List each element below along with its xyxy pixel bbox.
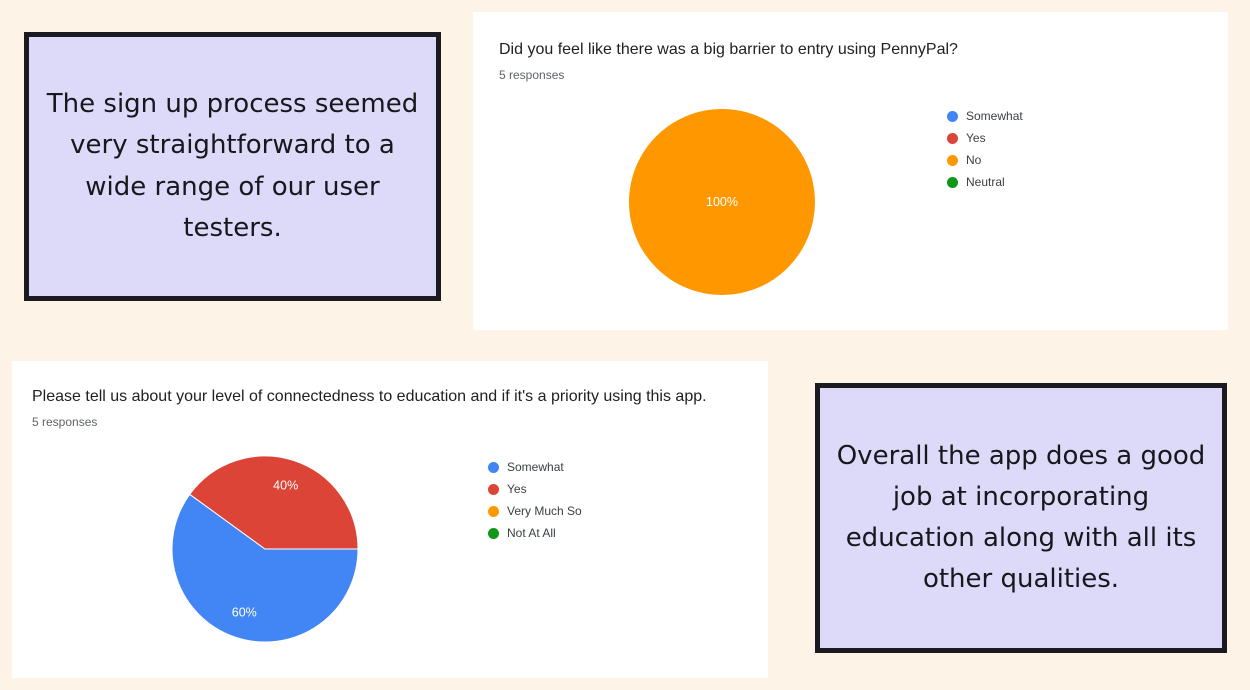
legend: Somewhat Yes Very Much So Not At All (488, 456, 582, 544)
pie-chart: 100% (629, 109, 815, 295)
legend-color-dot (488, 505, 499, 517)
pie-slice (189, 455, 359, 550)
response-count: 5 responses (499, 68, 565, 82)
legend-item: Very Much So (488, 500, 582, 522)
pie-slice-label: 40% (273, 478, 298, 492)
legend-label: No (966, 153, 982, 167)
legend-color-dot (488, 527, 499, 539)
legend-item: Somewhat (488, 456, 582, 478)
pie-slice-label: 60% (232, 606, 257, 620)
legend-item: No (947, 149, 1023, 171)
quote-box-overall: Overall the app does a good job at incor… (815, 383, 1227, 653)
response-count: 5 responses (32, 415, 98, 429)
pie-slice-label: 100% (706, 195, 738, 209)
form-response-card-barrier: Did you feel like there was a big barrie… (473, 12, 1228, 330)
legend-label: Somewhat (507, 460, 564, 474)
quote-box-signup: The sign up process seemed very straight… (24, 32, 441, 301)
legend-color-dot (947, 176, 958, 188)
legend-label: Yes (507, 482, 527, 496)
form-response-card-education: Please tell us about your level of conne… (12, 361, 768, 678)
quote-text: Overall the app does a good job at incor… (836, 440, 1206, 595)
chart-question-title: Did you feel like there was a big barrie… (499, 41, 958, 58)
legend-color-dot (488, 483, 499, 495)
legend-label: Not At All (507, 526, 556, 540)
legend-color-dot (488, 461, 499, 473)
legend-label: Neutral (966, 175, 1005, 189)
pie-slice (629, 109, 815, 295)
legend-color-dot (947, 154, 958, 166)
legend-item: Yes (488, 478, 582, 500)
legend-item: Somewhat (947, 105, 1023, 127)
quote-text: The sign up process seemed very straight… (46, 89, 419, 243)
legend-item: Yes (947, 127, 1023, 149)
legend-label: Somewhat (966, 109, 1023, 123)
legend-item: Not At All (488, 522, 582, 544)
legend: Somewhat Yes No Neutral (947, 105, 1023, 193)
chart-question-title: Please tell us about your level of conne… (32, 388, 707, 405)
legend-label: Yes (966, 131, 986, 145)
legend-item: Neutral (947, 171, 1023, 193)
legend-color-dot (947, 110, 958, 122)
legend-label: Very Much So (507, 504, 582, 518)
pie-slice (171, 493, 359, 643)
pie-chart: 60% 40% (171, 455, 359, 643)
legend-color-dot (947, 132, 958, 144)
